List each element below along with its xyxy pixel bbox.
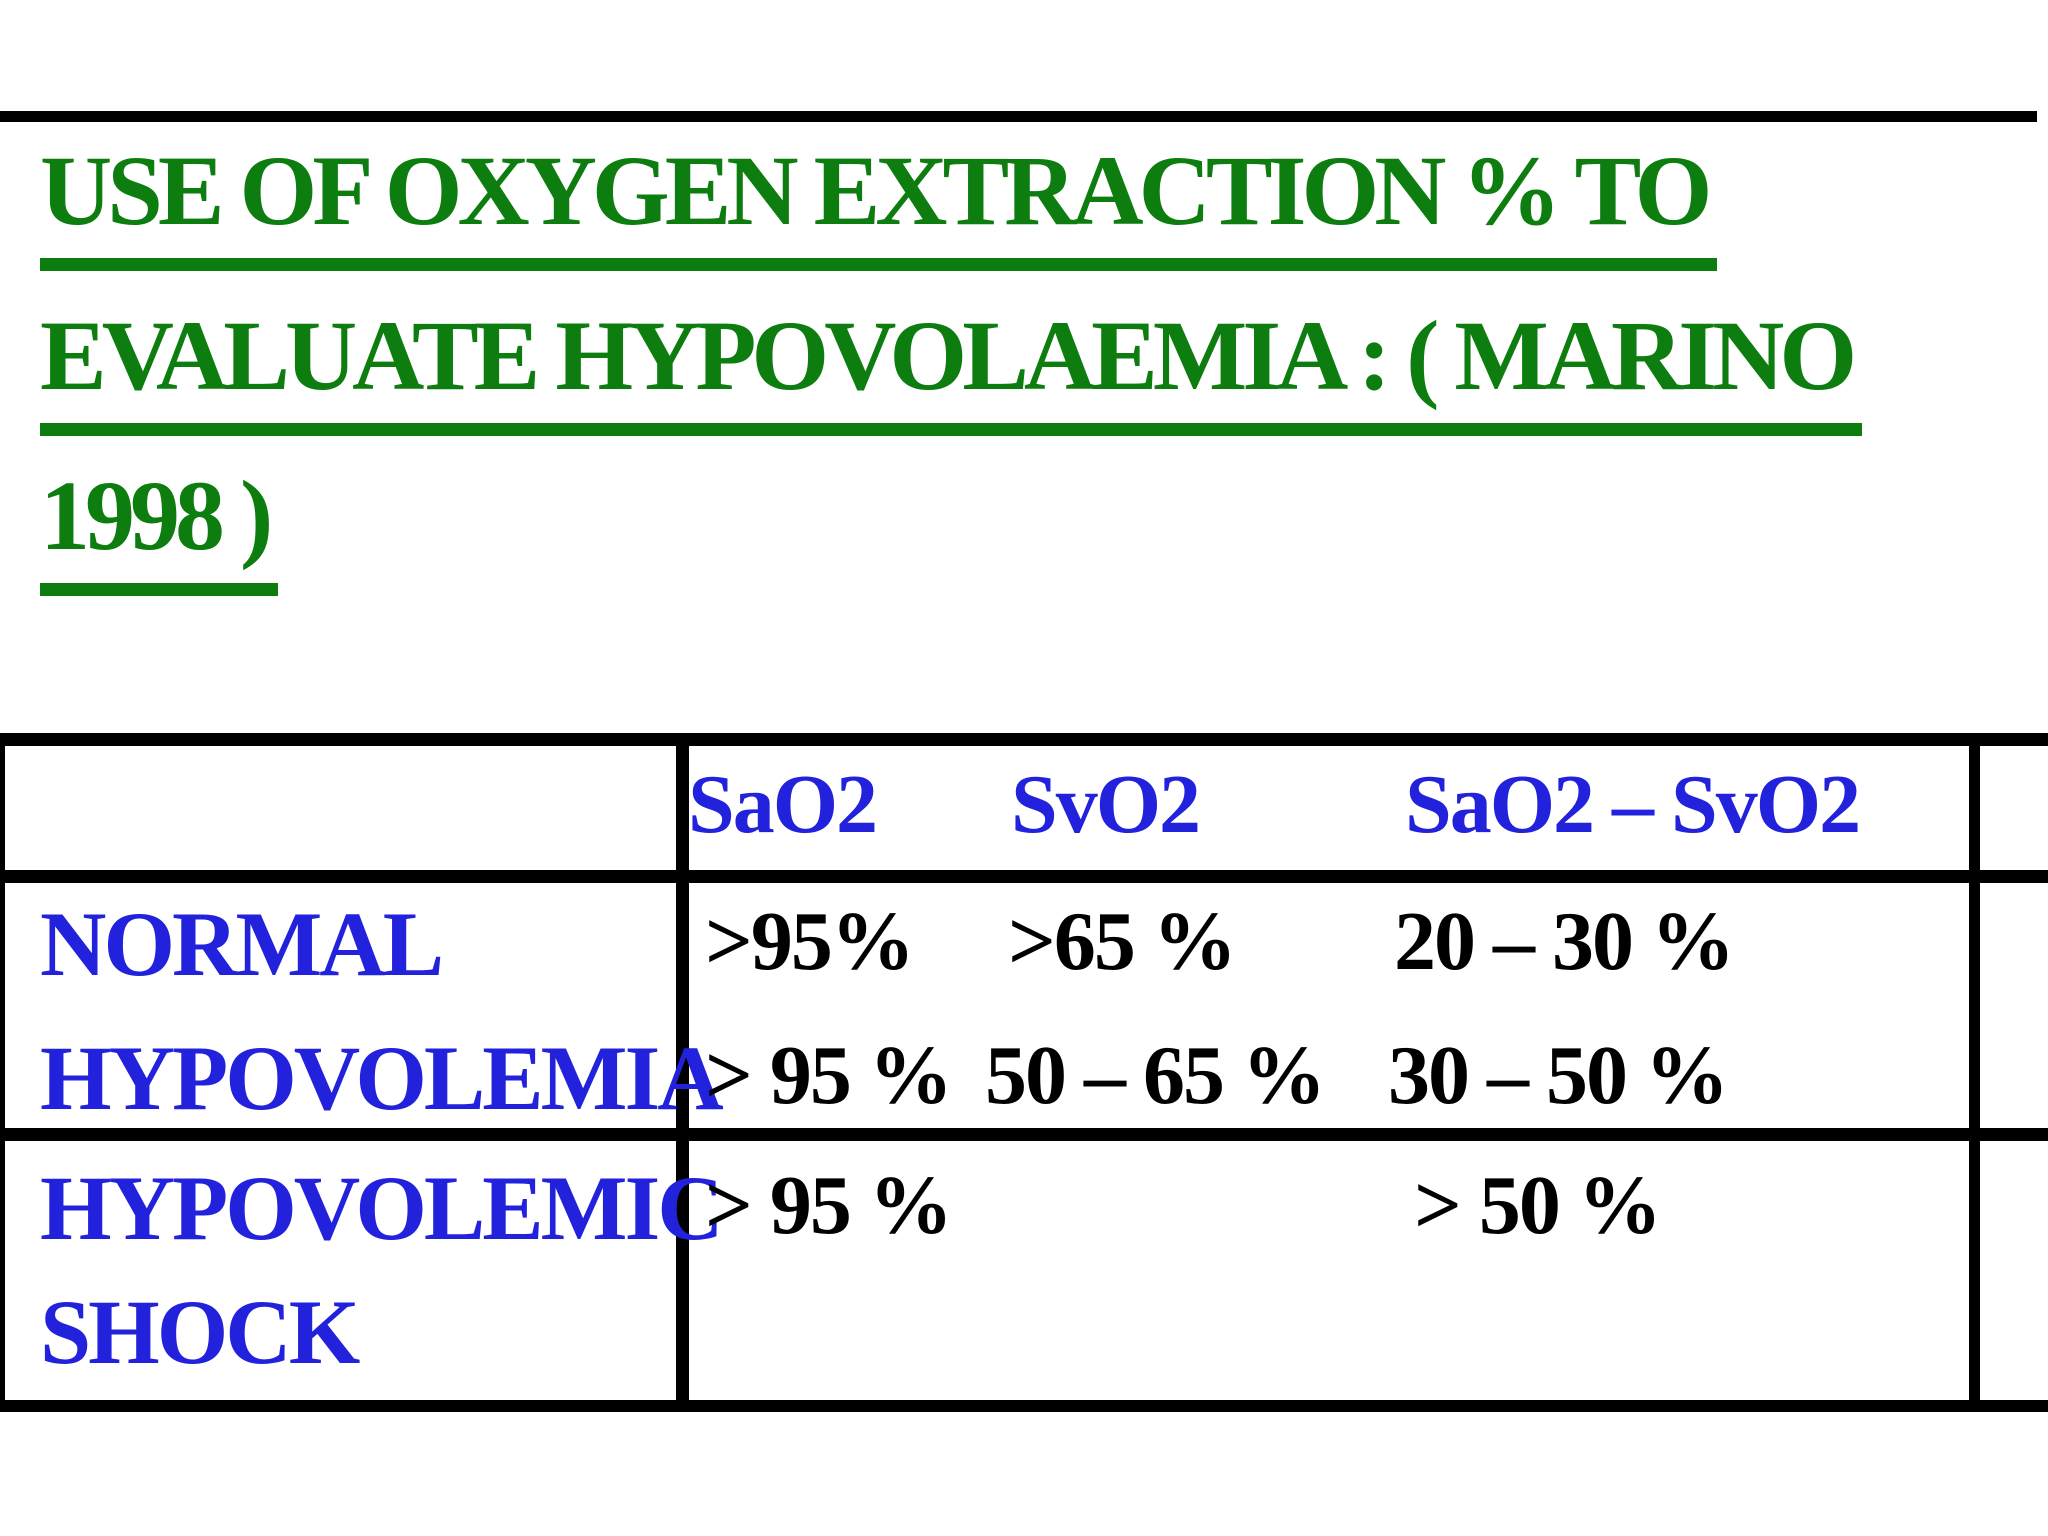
cell-shock-sao2: > 95 %	[705, 1159, 953, 1252]
cell-shock-sao2-minus-svo2: > 50 %	[1414, 1159, 1662, 1252]
table-right-divider	[1969, 733, 1980, 1412]
title-line-3-text: 1998 )	[40, 460, 279, 596]
cell-normal-sao2-minus-svo2: 20 – 30 %	[1394, 895, 1735, 988]
cell-hypovolemia-sao2-minus-svo2: 30 – 50 %	[1388, 1029, 1729, 1122]
row-label-hypovolemia: HYPOVOLEMIA	[40, 1027, 724, 1129]
column-header-sao2: SaO2	[688, 758, 878, 851]
row-label-hypovolemic-shock-line1: HYPOVOLEMIC	[40, 1157, 724, 1259]
cell-hypovolemia-sao2: > 95 %	[705, 1029, 953, 1122]
cell-normal-sao2: >95%	[705, 895, 915, 988]
table-header-divider	[0, 870, 2048, 883]
row-label-normal: NORMAL	[40, 893, 444, 995]
cell-normal-svo2: >65 %	[1008, 895, 1237, 988]
column-header-sao2-minus-svo2: SaO2 – SvO2	[1405, 758, 1861, 851]
table-top-border	[0, 733, 2048, 746]
row-label-hypovolemic-shock-line2: SHOCK	[40, 1281, 360, 1383]
title-line-1: USE OF OXYGEN EXTRACTION % TO	[40, 132, 1718, 271]
title-line-1-text: USE OF OXYGEN EXTRACTION % TO	[40, 135, 1718, 271]
top-rule	[0, 111, 2037, 122]
title-line-3: 1998 )	[40, 457, 279, 596]
table-row-divider	[0, 1128, 2048, 1141]
title-line-2: EVALUATE HYPOVOLAEMIA : ( MARINO	[40, 297, 1863, 436]
table-left-border	[0, 733, 5, 1412]
cell-hypovolemia-svo2: 50 – 65 %	[985, 1029, 1326, 1122]
column-header-svo2: SvO2	[1011, 758, 1201, 851]
table-column-divider	[676, 733, 689, 1412]
table-bottom-border	[0, 1400, 2048, 1412]
title-line-2-text: EVALUATE HYPOVOLAEMIA : ( MARINO	[40, 300, 1863, 436]
